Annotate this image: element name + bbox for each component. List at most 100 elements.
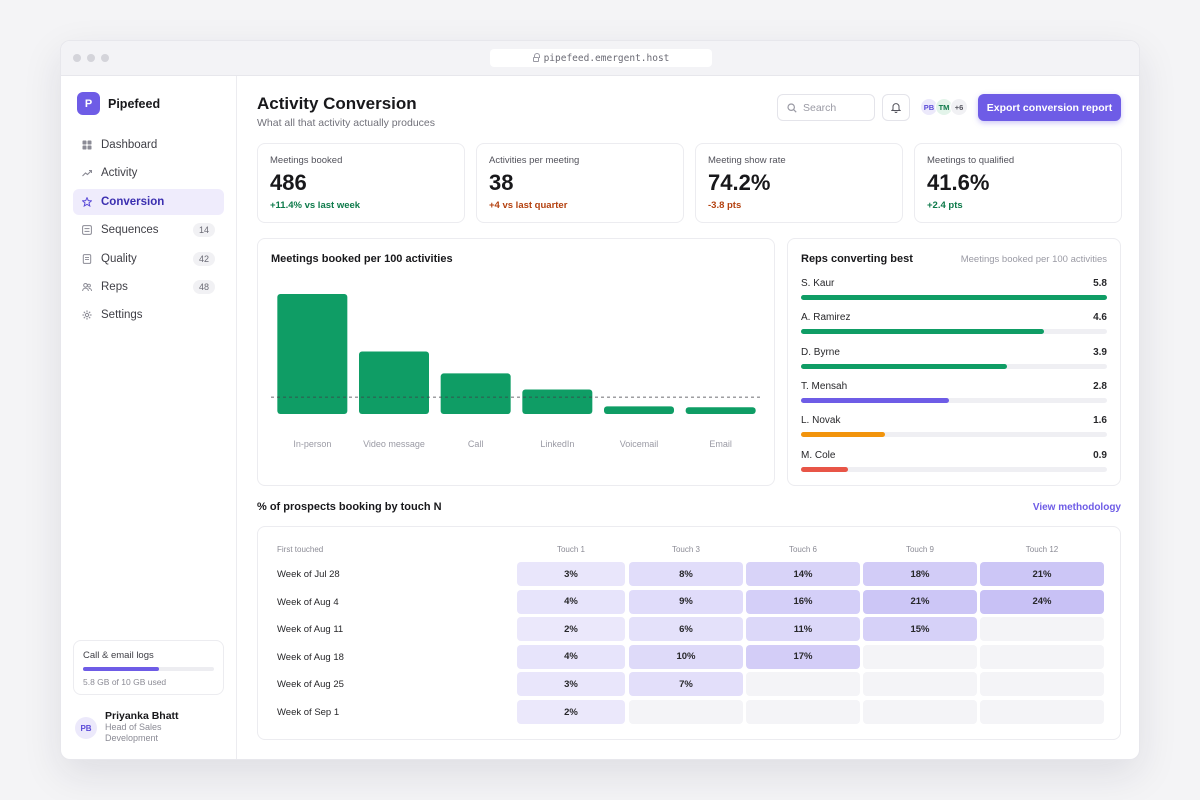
heatmap-cell[interactable]: 2% [517,617,625,642]
rep-row[interactable]: D. Byrne 3.9 [801,347,1107,369]
brand-name: Pipefeed [108,96,161,111]
window-minimize-dot[interactable] [87,54,95,62]
rep-row[interactable]: S. Kaur 5.8 [801,278,1107,300]
bar[interactable] [604,406,674,414]
heatmap-cell[interactable] [863,700,977,724]
view-methodology-link[interactable]: View methodology [1032,502,1121,513]
sidebar-item-activity[interactable]: Activity [73,160,224,186]
x-tick-label: Voicemail [620,439,659,449]
window-close-dot[interactable] [73,54,81,62]
list-icon [82,225,92,236]
heatmap-cell[interactable]: 15% [863,617,977,642]
bar[interactable] [685,407,756,414]
heatmap-cell[interactable] [746,672,860,697]
heatmap-cell[interactable]: 11% [746,617,860,642]
rep-row[interactable]: L. Novak 1.6 [801,415,1107,438]
heatmap-title: % of prospects booking by touch N [257,501,442,513]
heatmap-cell[interactable] [746,700,860,724]
sidebar-item-badge: 14 [192,223,215,238]
heatmap-cell[interactable]: 16% [746,589,860,614]
export-report-button[interactable]: Export conversion report [978,94,1121,121]
address-bar[interactable]: pipefeed.emergent.host [490,49,712,67]
search-input[interactable]: Search [777,94,875,121]
bar[interactable] [522,389,593,414]
heatmap-cell[interactable]: 18% [863,562,977,586]
notifications-button[interactable] [882,94,910,121]
sidebar-item-settings[interactable]: Settings [73,302,224,328]
trend-icon [82,168,92,178]
heatmap-cell[interactable] [980,644,1104,669]
document-icon [82,253,92,264]
sidebar-item-quality[interactable]: Quality 42 [73,246,224,272]
sidebar-item-label: Dashboard [101,139,158,151]
lock-icon [532,52,540,62]
rep-name: L. Novak [801,415,841,427]
heatmap-cell[interactable]: 9% [629,589,743,614]
heatmap-cell[interactable]: 2% [517,700,625,724]
rep-name: D. Byrne [801,346,840,358]
user-name: Priyanka Bhatt [105,710,179,722]
sidebar-item-badge: 48 [192,279,215,294]
brand-logo: P [77,92,100,115]
brand[interactable]: P Pipefeed [77,92,160,115]
heatmap-cell[interactable] [863,672,977,697]
sidebar-item-dashboard[interactable]: Dashboard [73,132,224,158]
rep-bar-fill [801,466,849,472]
rep-head: D. Byrne 3.9 [801,347,1107,358]
kpi-value: 38 [489,170,514,195]
rep-value: 3.9 [1093,346,1107,358]
sidebar-item-label: Conversion [101,195,165,208]
sidebar-item-sequences[interactable]: Sequences 14 [73,217,224,243]
heatmap-cell[interactable]: 3% [517,672,625,697]
bar[interactable] [277,294,348,414]
rep-row[interactable]: A. Ramirez 4.6 [801,312,1107,335]
x-tick-label: LinkedIn [540,439,574,449]
bell-icon [891,103,901,113]
heatmap-cell[interactable] [863,644,977,669]
page-title: Activity Conversion [257,94,417,113]
heatmap-cell[interactable]: 21% [980,562,1104,586]
x-tick-label: Email [709,439,732,449]
heatmap-cell[interactable] [629,700,743,724]
kpi-label: Meetings booked [270,155,343,166]
rep-row[interactable]: M. Cole 0.9 [801,450,1107,472]
window-zoom-dot[interactable] [101,54,109,62]
sidebar-item-reps[interactable]: Reps 48 [73,274,224,300]
heatmap-column-header: Touch 1 [556,545,586,554]
heatmap-cell[interactable]: 3% [517,562,625,586]
heatmap-cell[interactable]: 14% [746,562,860,586]
heatmap-cell[interactable]: 7% [629,672,743,697]
heatmap-row-label: Week of Aug 18 [277,651,344,663]
rep-value: 1.6 [1093,415,1107,427]
kpi-delta: +2.4 pts [927,200,963,211]
heatmap-cell[interactable]: 17% [746,644,860,669]
heatmap-cell[interactable]: 8% [629,562,743,586]
storage-text: 5.8 GB of 10 GB used [83,677,167,687]
heatmap-row-header: First touched [277,545,324,554]
team-avatars[interactable]: PB TM +6 [920,98,968,116]
team-avatar[interactable]: +6 [950,98,968,116]
user-profile[interactable]: PB Priyanka Bhatt Head of Sales Developm… [75,710,185,744]
star-icon [82,196,92,207]
search-icon [787,102,797,113]
heatmap-cell[interactable] [980,617,1104,642]
rep-bar-fill [801,295,1107,300]
heatmap-cell[interactable] [980,672,1104,697]
bar[interactable] [359,351,429,414]
heatmap-cell[interactable]: 4% [517,589,625,614]
heatmap-cell[interactable]: 6% [629,617,743,642]
channel-chart-card: Meetings booked per 100 activities In-pe… [257,238,775,486]
kpi-value: 486 [270,170,307,195]
bar[interactable] [440,373,511,414]
heatmap-cell[interactable]: 4% [517,644,625,669]
sidebar-item-conversion[interactable]: Conversion [73,188,224,215]
heatmap-cell[interactable]: 24% [980,589,1104,614]
heatmap-cell[interactable] [980,700,1104,724]
heatmap-row-label: Week of Jul 28 [277,569,340,580]
rep-head: L. Novak 1.6 [801,415,1107,426]
rep-bar-fill [801,329,1044,335]
heatmap-cell[interactable]: 21% [863,589,977,614]
rep-row[interactable]: T. Mensah 2.8 [801,381,1107,403]
rep-bar-track [801,397,1107,403]
heatmap-cell[interactable]: 10% [629,644,743,669]
